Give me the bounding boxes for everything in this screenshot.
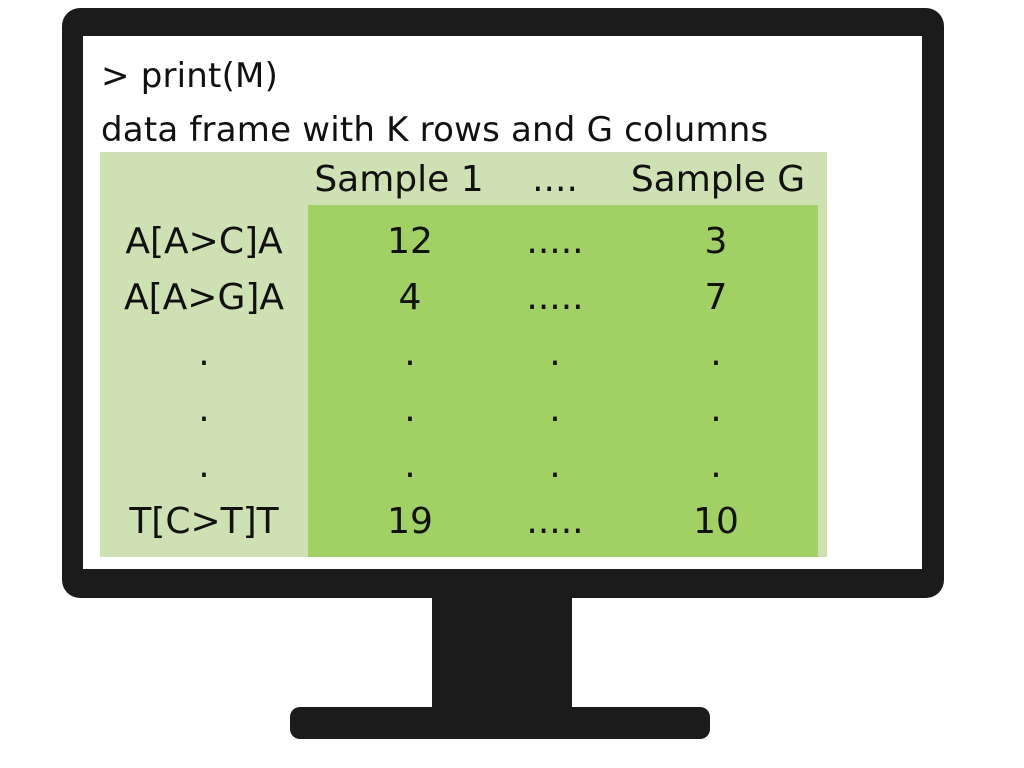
table-cell: 3 [704,221,728,262]
monitor-neck [432,596,572,712]
table-cell: . [710,445,722,486]
table-cell: 7 [704,277,728,318]
table-cell: ..... [526,277,584,318]
table-cell: 4 [398,277,422,318]
table-cell: ..... [526,221,584,262]
table-cell: . [404,389,416,430]
table-cell: . [549,445,561,486]
table-cell: 19 [387,501,433,542]
console-description: data frame with K rows and G columns [101,110,769,150]
console-command: > print(M) [101,56,279,96]
table-cell: . [710,389,722,430]
table-cell: ..... [526,501,584,542]
column-header-ellipsis: .... [532,159,578,200]
monitor-neck-edge-left [432,596,442,712]
monitor-neck-edge-right [562,596,572,712]
table-cell: 10 [693,501,739,542]
row-label: T[C>T]T [129,501,279,542]
table-values-background [308,205,818,557]
table-cell: . [710,333,722,374]
table-cell: . [549,333,561,374]
column-header-sample-1: Sample 1 [314,159,484,200]
row-label: . [198,389,210,430]
row-label: . [198,333,210,374]
row-label: . [198,445,210,486]
monitor-base [290,707,710,739]
column-header-sample-g: Sample G [630,159,806,200]
row-label: A[A>C]A [125,221,283,262]
table-cell: . [549,389,561,430]
table-cell: . [404,333,416,374]
table-cell: . [404,445,416,486]
table-cell: 12 [387,221,433,262]
row-label: A[A>G]A [123,277,285,318]
